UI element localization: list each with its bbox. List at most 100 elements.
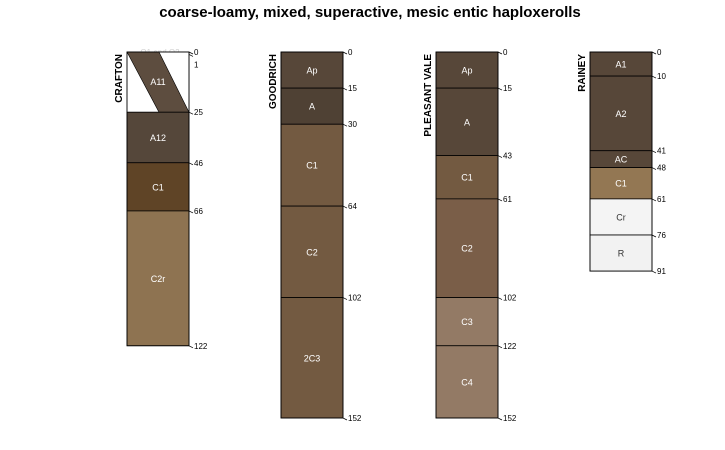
horizon-fill [435, 297, 499, 347]
horizon-label: C2 [461, 244, 473, 254]
horizon-label: C1 [615, 179, 627, 189]
depth-label: 152 [348, 414, 362, 423]
depth-label: 30 [348, 120, 357, 129]
horizon-label: A2 [615, 109, 626, 119]
profile-outline [435, 51, 499, 419]
depth-tick [188, 111, 194, 115]
depth-tick [342, 205, 348, 209]
depth-label: 25 [194, 108, 203, 117]
horizon: 2C3 [280, 297, 344, 419]
depth-label: 41 [657, 147, 666, 156]
horizon-fill [126, 111, 190, 164]
horizon: C1 [126, 162, 190, 212]
depth-tick [651, 198, 657, 202]
horizon: C1 [435, 155, 499, 200]
horizon: A [280, 87, 344, 125]
depth-label: 1 [194, 60, 199, 69]
depth-label: 66 [194, 207, 203, 216]
depth-label: 122 [503, 342, 517, 351]
horizon-label: Cr [616, 212, 626, 222]
horizon-label: A12 [150, 133, 166, 143]
horizon-fill [435, 198, 499, 299]
horizon-label: AC [615, 155, 628, 165]
depth-label: 0 [503, 48, 508, 57]
horizon: Cr [589, 198, 653, 236]
horizon-label: C2r [151, 274, 166, 284]
depth-tick [497, 51, 503, 55]
horizon-label: A1 [615, 60, 626, 70]
horizon: R [589, 234, 653, 272]
horizon: A1 [589, 51, 653, 77]
horizon-label: C2 [306, 247, 318, 257]
depth-tick [188, 51, 194, 55]
horizon-fill [435, 87, 499, 156]
depth-tick [342, 297, 348, 300]
horizon-fill [126, 162, 190, 212]
depth-tick [342, 123, 348, 127]
horizon-fill [589, 75, 653, 152]
depth-label: 102 [503, 294, 517, 303]
depth-tick [188, 54, 194, 57]
depth-tick [188, 345, 194, 349]
depth-label: 0 [194, 48, 199, 57]
depth-label: 0 [348, 48, 353, 57]
horizon-fill [435, 155, 499, 200]
horizon-label: A [309, 102, 315, 112]
depth-label: 46 [194, 159, 203, 168]
horizon-label: C3 [461, 317, 473, 327]
depth-tick [651, 51, 657, 55]
profile-name: CRAFTON [114, 54, 125, 103]
horizon: A11 [126, 51, 190, 113]
horizon: Ap [280, 51, 344, 89]
horizon: A12 [126, 111, 190, 164]
depth-tick [497, 345, 503, 349]
horizon-label: C1 [152, 182, 164, 192]
horizon-label: C1 [306, 161, 318, 171]
horizon: C3 [435, 297, 499, 347]
depth-tick [497, 297, 503, 300]
profile-crafton: CRAFTONO1 and O2A11A12C1C2r01254666122 [114, 48, 208, 351]
depth-tick [342, 417, 348, 421]
depth-tick [651, 234, 657, 238]
horizon-fill [126, 210, 190, 347]
profile-outline [589, 51, 653, 272]
depth-tick [497, 417, 503, 421]
horizon-label: Ap [306, 66, 317, 76]
depth-tick [188, 210, 194, 214]
depth-label: 61 [657, 195, 666, 204]
depth-tick [651, 270, 657, 274]
depth-label: 15 [503, 84, 512, 93]
depth-label: 10 [657, 72, 666, 81]
horizon-fill [280, 297, 344, 419]
horizon-fill [280, 123, 344, 207]
profile-outline [126, 51, 190, 347]
profile-goodrich: GOODRICH Ap A C1 C2 2C3 0 15 30 64 102 152 [268, 48, 362, 423]
horizon-label: Ap [461, 66, 472, 76]
horizon-label: C4 [461, 377, 473, 387]
profile-outline [280, 51, 344, 419]
depth-label: 76 [657, 231, 666, 240]
horizon: A [435, 87, 499, 156]
horizon-fill [589, 234, 653, 272]
depth-tick [188, 162, 194, 166]
horizon-label: A [464, 117, 470, 127]
horizon: C4 [435, 345, 499, 419]
depth-tick [651, 75, 657, 79]
horizon: C2r [126, 210, 190, 347]
profile-name: PLEASANT VALE [423, 54, 434, 137]
depth-tick [342, 87, 348, 91]
horizon: AC [589, 150, 653, 168]
profile-name: GOODRICH [268, 54, 279, 109]
horizon-label: R [618, 249, 625, 259]
horizon: A2 [589, 75, 653, 152]
depth-tick [497, 87, 503, 91]
depth-label: 43 [503, 152, 512, 161]
depth-tick [497, 155, 503, 158]
horizon-label: 2C3 [304, 353, 321, 363]
depth-label: 0 [657, 48, 662, 57]
horizon: Ap [435, 51, 499, 89]
horizon: C2 [435, 198, 499, 299]
depth-label: 152 [503, 414, 517, 423]
depth-label: 64 [348, 202, 357, 211]
depth-label: 102 [348, 294, 362, 303]
